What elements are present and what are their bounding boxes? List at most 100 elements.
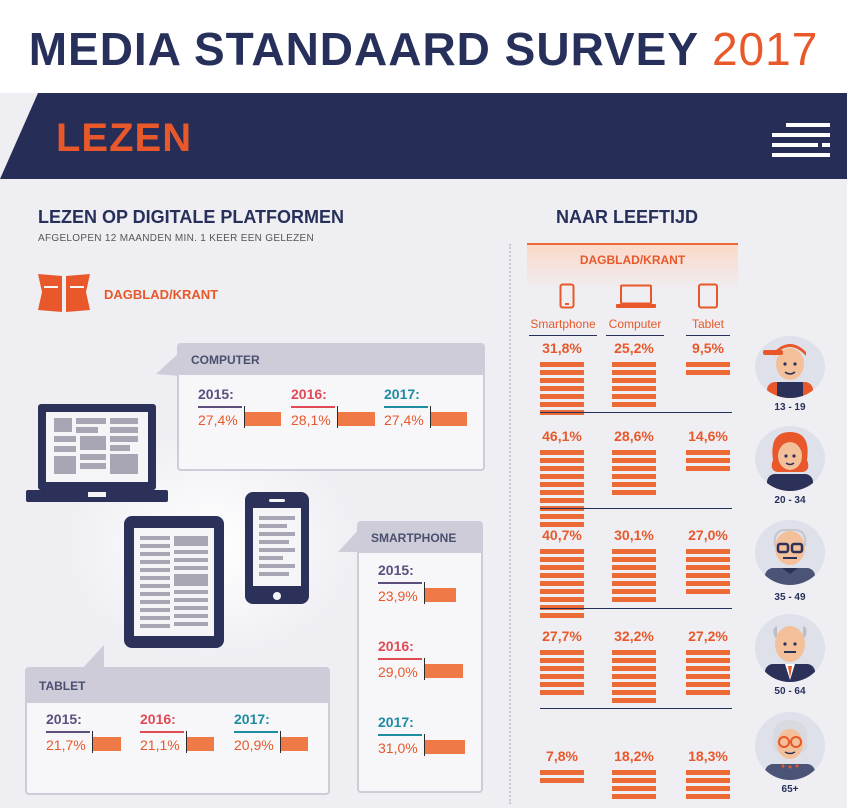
- age-stripe-35-49-computer: [612, 597, 656, 602]
- age-stripe-65+-tablet: [686, 770, 730, 775]
- avatar-35-49: [755, 520, 825, 585]
- age-stripe-13-19-computer: [612, 394, 656, 399]
- age-stripe-35-49-tablet: [686, 557, 730, 562]
- age-stripe-13-19-smartphone: [540, 378, 584, 383]
- age-value-65+-tablet: 18,3%: [688, 748, 728, 764]
- age-value-35-49-tablet: 27,0%: [688, 527, 728, 543]
- age-stripe-50-64-computer: [612, 658, 656, 663]
- computer-panel-title: COMPUTER: [191, 353, 260, 367]
- age-stripe-20-34-smartphone: [540, 514, 584, 519]
- age-stripe-35-49-smartphone: [540, 613, 584, 618]
- bar-tick-2017: [430, 406, 431, 428]
- age-row-separator: [540, 508, 732, 509]
- age-value-20-34-computer: 28,6%: [614, 428, 654, 444]
- top-header: [0, 0, 847, 93]
- age-stripe-50-64-smartphone: [540, 666, 584, 671]
- age-stripe-35-49-computer: [612, 565, 656, 570]
- main-title-text: MEDIA STANDAARD SURVEY: [28, 23, 699, 75]
- age-stripe-13-19-smartphone: [540, 402, 584, 407]
- age-stripe-35-49-tablet: [686, 565, 730, 570]
- age-row-separator: [540, 708, 732, 709]
- smartphone-device-icon: [245, 492, 309, 604]
- age-stripe-20-34-smartphone: [540, 522, 584, 527]
- year-underline-2016: [291, 406, 335, 408]
- age-stripe-20-34-smartphone: [540, 474, 584, 479]
- age-value-50-64-tablet: 27,2%: [688, 628, 728, 644]
- bar-tick-2017: [280, 731, 281, 753]
- age-stripe-35-49-computer: [612, 557, 656, 562]
- year-value-2017: 31,0%: [378, 740, 418, 756]
- year-underline-2016: [140, 731, 184, 733]
- age-value-20-34-smartphone: 46,1%: [542, 428, 582, 444]
- year-bar-2017: [425, 740, 466, 754]
- age-stripe-13-19-smartphone: [540, 386, 584, 391]
- age-row-separator: [540, 608, 732, 609]
- age-stripe-20-34-smartphone: [540, 498, 584, 503]
- age-stripe-35-49-computer: [612, 589, 656, 594]
- age-stripe-20-34-smartphone: [540, 450, 584, 455]
- age-stripe-65+-computer: [612, 770, 656, 775]
- year-underline-2017: [378, 734, 422, 736]
- age-stripe-35-49-smartphone: [540, 589, 584, 594]
- laptop-small-icon: [616, 284, 656, 308]
- age-stripe-35-49-smartphone: [540, 557, 584, 562]
- avatar-65-plus: [755, 712, 825, 780]
- age-stripe-35-49-tablet: [686, 549, 730, 554]
- age-stripe-13-19-smartphone: [540, 394, 584, 399]
- age-stripe-35-49-smartphone: [540, 597, 584, 602]
- year-label-2015: 2015:: [378, 562, 414, 578]
- age-stripe-35-49-smartphone: [540, 605, 584, 610]
- bar-tick-2015: [424, 582, 425, 604]
- age-stripe-20-34-computer: [612, 482, 656, 487]
- smartphone-chart: 2015: 23,9% 2016: 29,0% 2017: 31,0%: [378, 562, 478, 782]
- age-stripe-50-64-computer: [612, 690, 656, 695]
- age-stripe-50-64-smartphone: [540, 658, 584, 663]
- col-underline-tablet: [686, 335, 730, 336]
- age-stripe-20-34-smartphone: [540, 482, 584, 487]
- col-underline-computer: [606, 335, 664, 336]
- age-stripe-65+-smartphone: [540, 778, 584, 783]
- age-stripe-13-19-computer: [612, 370, 656, 375]
- age-stripe-50-64-computer: [612, 698, 656, 703]
- main-title: MEDIA STANDAARD SURVEY 2017: [0, 22, 847, 76]
- age-stripe-35-49-tablet: [686, 581, 730, 586]
- year-label-2015: 2015:: [46, 711, 82, 727]
- col-label-computer: Computer: [608, 317, 662, 331]
- age-stripe-20-34-computer: [612, 466, 656, 471]
- year-value-2017: 27,4%: [384, 412, 424, 428]
- left-section-title: LEZEN OP DIGITALE PLATFORMEN: [38, 207, 344, 227]
- age-stripe-65+-tablet: [686, 786, 730, 791]
- laptop-icon: [26, 404, 168, 502]
- age-stripe-50-64-smartphone: [540, 650, 584, 655]
- bar-tick-2015: [244, 406, 245, 428]
- age-chart: 31,8% 25,2% 9,5% 46,1% 28,6% 14,6% 40,7% 30,1% 2…: [530, 340, 830, 808]
- year-bar-2015: [93, 737, 122, 751]
- age-stripe-13-19-computer: [612, 386, 656, 391]
- age-label-20-34: 20 - 34: [774, 495, 806, 506]
- age-stripe-50-64-tablet: [686, 650, 730, 655]
- bar-tick-2015: [92, 731, 93, 753]
- age-label-65-plus: 65+: [781, 784, 799, 795]
- age-stripe-50-64-computer: [612, 682, 656, 687]
- age-value-65+-computer: 18,2%: [614, 748, 654, 764]
- tablet-panel-title: TABLET: [39, 679, 86, 693]
- age-stripe-13-19-tablet: [686, 370, 730, 375]
- year-underline-2017: [234, 731, 278, 733]
- age-stripe-65+-computer: [612, 786, 656, 791]
- year-label-2017: 2017:: [384, 386, 420, 402]
- age-stripe-13-19-computer: [612, 362, 656, 367]
- newspaper-icon: [38, 274, 90, 312]
- smartphone-icon: [559, 283, 575, 309]
- avatar-20-34: [755, 426, 825, 491]
- age-label-35-49: 35 - 49: [774, 592, 806, 603]
- age-value-50-64-smartphone: 27,7%: [542, 628, 582, 644]
- computer-chart: 2015: 27,4% 2016: 28,1% 2017: 27,4%: [198, 386, 478, 436]
- year-bar-2017: [281, 737, 309, 751]
- year-value-2016: 28,1%: [291, 412, 331, 428]
- main-title-year: 2017: [711, 23, 819, 75]
- age-stripe-50-64-computer: [612, 666, 656, 671]
- year-underline-2016: [378, 658, 422, 660]
- left-section-subtitle: AFGELOPEN 12 MAANDEN MIN. 1 KEER EEN GEL…: [38, 233, 315, 244]
- age-stripe-20-34-computer: [612, 450, 656, 455]
- menu-lines-icon[interactable]: [772, 123, 830, 157]
